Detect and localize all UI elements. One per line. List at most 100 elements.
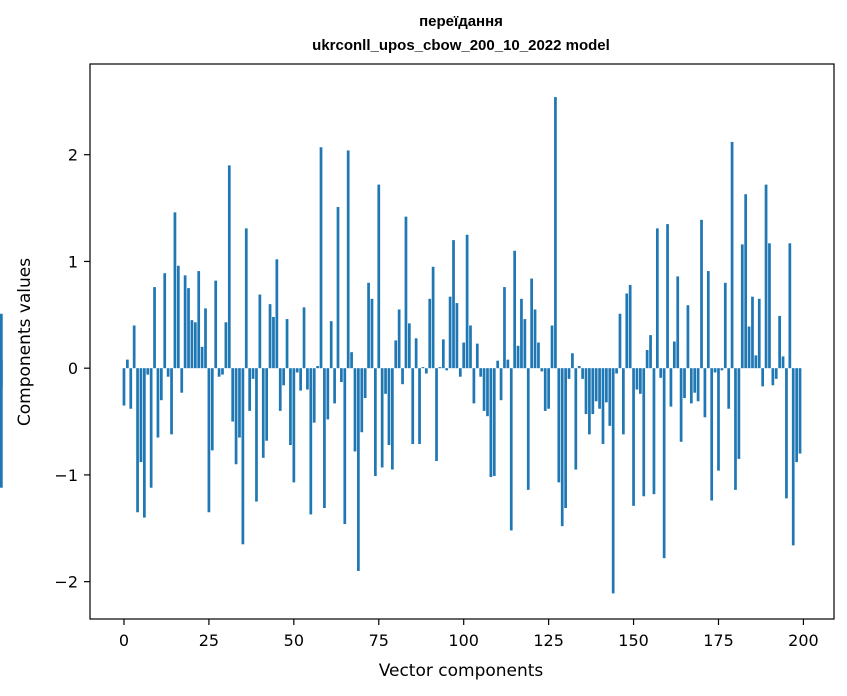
bar-196: [788, 243, 792, 369]
bar-89: [424, 368, 428, 374]
bar-184: [747, 326, 751, 369]
bar-137: [588, 368, 591, 435]
bar-181: [737, 368, 741, 459]
bar-97: [452, 240, 455, 369]
chart-title-line1: переїдання: [419, 13, 503, 30]
x-tick-label: 200: [788, 631, 819, 650]
bar-173: [710, 368, 714, 501]
bar-35: [241, 368, 245, 545]
bar-83: [404, 216, 408, 369]
bar-7: [146, 368, 150, 375]
bar-124: [543, 368, 547, 411]
bar-114: [509, 368, 513, 531]
bar-24: [204, 308, 207, 369]
x-tick-label: 175: [703, 631, 734, 650]
bar-152: [639, 368, 642, 394]
bar-6: [143, 368, 146, 518]
bar-119: [526, 368, 530, 490]
bar-39: [255, 368, 258, 502]
bar-14: [170, 368, 173, 435]
bar-0: [122, 368, 126, 406]
bar-32: [231, 368, 235, 422]
bar-148: [625, 293, 629, 369]
bar-64: [340, 368, 343, 383]
bar-164: [679, 368, 683, 442]
y-tick-label: 2: [68, 146, 78, 165]
bar-2: [129, 368, 133, 409]
bar-133: [574, 368, 578, 470]
bar-38: [251, 368, 255, 379]
bar-134: [577, 366, 581, 369]
bar-92: [435, 368, 438, 462]
bar-17: [180, 368, 184, 393]
bar-138: [591, 368, 595, 415]
bar-59: [323, 368, 326, 508]
x-tick-label: 0: [119, 631, 129, 650]
bar-192: [774, 368, 778, 379]
bar-106: [482, 368, 486, 411]
bar-109: [492, 368, 496, 476]
bar-171: [703, 368, 707, 418]
bar-154: [645, 350, 649, 369]
bar-168: [693, 368, 697, 393]
bar-166: [686, 305, 690, 369]
x-tick-label: 100: [448, 631, 479, 650]
bar-81: [397, 309, 401, 369]
bar-183: [744, 194, 748, 369]
bar-54: [306, 368, 309, 390]
bar-193: [778, 315, 781, 369]
x-axis-label: Vector components: [379, 661, 544, 681]
y-tick-label: 1: [68, 252, 78, 271]
bar-84: [407, 323, 411, 369]
bar-185: [751, 296, 754, 369]
bar-8: [149, 368, 153, 488]
bar-26: [210, 368, 214, 451]
bar-87: [418, 368, 421, 444]
bar-77: [384, 368, 387, 394]
bar-12: [163, 273, 167, 369]
bar-31: [227, 165, 231, 369]
bar-29: [221, 368, 224, 375]
bar-50: [292, 368, 296, 483]
bar-141: [601, 368, 605, 444]
bars-group: [0, 97, 802, 594]
x-tick-label: 50: [284, 631, 304, 650]
x-tick-label: 25: [199, 631, 219, 650]
bar-10: [156, 368, 160, 438]
bar-46: [278, 368, 282, 411]
bar-182: [740, 244, 744, 369]
bar-95: [445, 368, 449, 371]
bar-30: [224, 322, 228, 369]
y-axis-ticks: −2 −1 0 1 2: [54, 146, 90, 592]
bar-5: [139, 368, 143, 463]
bar-28: [217, 368, 221, 377]
bar-66: [346, 150, 350, 369]
bar-151: [635, 368, 639, 390]
bar-40: [258, 294, 262, 369]
bar-159: [662, 368, 666, 559]
y-tick-label: −2: [54, 573, 78, 592]
bar-53: [302, 307, 306, 369]
bar-72: [367, 282, 370, 369]
bar-76: [380, 368, 384, 468]
bar-198: [795, 368, 798, 463]
bar-22: [197, 271, 201, 369]
bar-80: [394, 340, 398, 369]
bar-172: [706, 271, 710, 369]
bar-111: [499, 368, 503, 401]
bar-103: [472, 368, 476, 404]
bar-21: [193, 322, 197, 369]
bar-101: [465, 234, 469, 369]
bar-88: [421, 367, 425, 369]
bar-199: [798, 368, 802, 454]
bar-104: [475, 343, 479, 369]
bar-188: [761, 368, 765, 387]
bar-177: [723, 282, 727, 369]
bar-189: [764, 184, 768, 369]
bar-36: [244, 228, 248, 369]
bar-69: [357, 368, 360, 571]
bar-190: [768, 243, 771, 369]
bar-128: [557, 368, 561, 483]
bar-56: [312, 368, 316, 423]
bar-131: [567, 368, 571, 379]
